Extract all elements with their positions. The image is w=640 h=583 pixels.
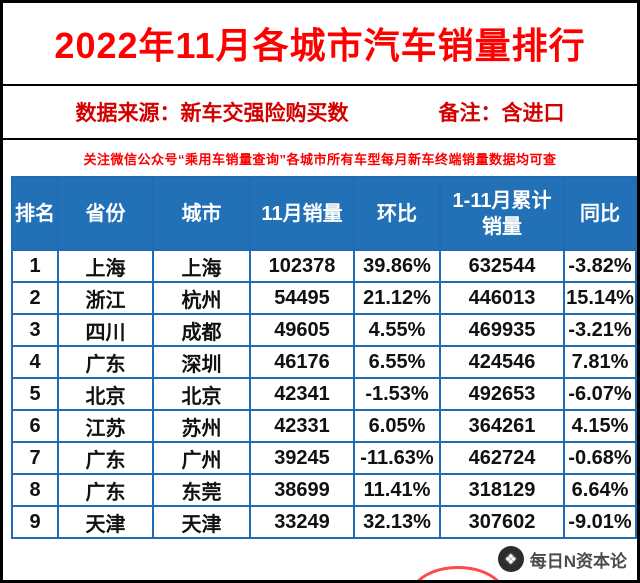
table-cell: 46176 xyxy=(249,345,355,380)
column-header-3: 11月销量 xyxy=(249,176,355,252)
table-cell: 307602 xyxy=(439,505,565,540)
column-header-2: 城市 xyxy=(152,176,251,252)
table-cell: 39245 xyxy=(249,441,355,476)
table-cell: 632544 xyxy=(439,249,565,284)
table-cell: 3 xyxy=(11,313,59,348)
column-header-5: 1-11月累计销量 xyxy=(439,176,565,252)
table-cell: 7 xyxy=(11,441,59,476)
subtitle-row: 数据来源：新车交强险购买数 备注：含进口 xyxy=(3,86,637,141)
table-cell: 9 xyxy=(11,505,59,540)
table-cell: 446013 xyxy=(439,281,565,316)
table-cell: -11.63% xyxy=(353,441,441,476)
table-cell: 469935 xyxy=(439,313,565,348)
note-label: 备注：含进口 xyxy=(438,102,565,126)
title-section: 2022年11月各城市汽车销量排行 xyxy=(3,3,637,87)
column-header-6: 同比 xyxy=(563,176,637,252)
city-sales-table: 排名 省份 城市 11月销量 环比 1-11月累计销量 同比 1 上海 上海 102378 39.8… xyxy=(11,176,637,540)
column-header-1: 省份 xyxy=(57,176,154,252)
table-cell: 苏州 xyxy=(152,409,251,444)
table-cell: -1.53% xyxy=(353,377,441,412)
table-cell: 42331 xyxy=(249,409,355,444)
table-row: 9 天津 天津 33249 32.13% 307602 -9.01% xyxy=(11,505,637,540)
table-cell: 成都 xyxy=(152,313,251,348)
table-cell: 广东 xyxy=(57,473,154,508)
red-stamp xyxy=(411,566,505,580)
table-cell: 6.05% xyxy=(353,409,441,444)
table-cell: -6.07% xyxy=(563,377,637,412)
table-cell: 462724 xyxy=(439,441,565,476)
table-cell: 江苏 xyxy=(57,409,154,444)
column-header-0: 排名 xyxy=(11,176,59,252)
watermark-label: 每日N资本论 xyxy=(529,551,627,571)
table-cell: 8 xyxy=(11,473,59,508)
table-row: 7 广东 广州 39245 -11.63% 462724 -0.68% xyxy=(11,441,637,476)
table-cell: 42341 xyxy=(249,377,355,412)
table-cell: 北京 xyxy=(57,377,154,412)
table-cell: 318129 xyxy=(439,473,565,508)
table-cell: 1 xyxy=(11,249,59,284)
table-row: 3 四川 成都 49605 4.55% 469935 -3.21% xyxy=(11,313,637,348)
table-body: 1 上海 上海 102378 39.86% 632544 -3.82% 2 浙江 杭州 54495 2… xyxy=(11,249,637,540)
table-cell: 11.41% xyxy=(353,473,441,508)
table-cell: 浙江 xyxy=(57,281,154,316)
table-cell: 4.55% xyxy=(353,313,441,348)
table-cell: -3.21% xyxy=(563,313,637,348)
table-cell: 广东 xyxy=(57,441,154,476)
table-cell: 492653 xyxy=(439,377,565,412)
wechat-notice: 关注微信公众号“乘用车销量查询”各城市所有车型每月新车终端销量数据均可查 xyxy=(83,152,557,168)
table-cell: 102378 xyxy=(249,249,355,284)
table-cell: -9.01% xyxy=(563,505,637,540)
table-cell: 4 xyxy=(11,345,59,380)
table-row: 2 浙江 杭州 54495 21.12% 446013 15.14% xyxy=(11,281,637,316)
table-head: 排名 省份 城市 11月销量 环比 1-11月累计销量 同比 xyxy=(11,176,637,252)
table-row: 4 广东 深圳 46176 6.55% 424546 7.81% xyxy=(11,345,637,380)
table-cell: -3.82% xyxy=(563,249,637,284)
table-cell: 15.14% xyxy=(563,281,637,316)
table-cell: 上海 xyxy=(152,249,251,284)
table-cell: 6.64% xyxy=(563,473,637,508)
table-cell: 北京 xyxy=(152,377,251,412)
table-row: 1 上海 上海 102378 39.86% 632544 -3.82% xyxy=(11,249,637,284)
table-cell: 49605 xyxy=(249,313,355,348)
table-cell: 4.15% xyxy=(563,409,637,444)
table-cell: 39.86% xyxy=(353,249,441,284)
table-cell: 33249 xyxy=(249,505,355,540)
table-cell: 7.81% xyxy=(563,345,637,380)
column-header-4: 环比 xyxy=(353,176,441,252)
table-cell: 32.13% xyxy=(353,505,441,540)
table-cell: 上海 xyxy=(57,249,154,284)
table-cell: 21.12% xyxy=(353,281,441,316)
table-cell: 6 xyxy=(11,409,59,444)
table-cell: 天津 xyxy=(152,505,251,540)
data-source-label: 数据来源：新车交强险购买数 xyxy=(75,102,349,126)
table-cell: 54495 xyxy=(249,281,355,316)
table-cell: -0.68% xyxy=(563,441,637,476)
table-cell: 424546 xyxy=(439,345,565,380)
table-cell: 深圳 xyxy=(152,345,251,380)
table-row: 5 北京 北京 42341 -1.53% 492653 -6.07% xyxy=(11,377,637,412)
table-cell: 东莞 xyxy=(152,473,251,508)
page-title: 2022年11月各城市汽车销量排行 xyxy=(54,25,586,66)
table-cell: 广东 xyxy=(57,345,154,380)
table-cell: 2 xyxy=(11,281,59,316)
watermark: ❖ 每日N资本论 xyxy=(497,546,627,572)
watermark-logo-icon: ❖ xyxy=(497,546,524,572)
table-cell: 杭州 xyxy=(152,281,251,316)
table-cell: 364261 xyxy=(439,409,565,444)
table-cell: 天津 xyxy=(57,505,154,540)
table-cell: 广州 xyxy=(152,441,251,476)
table-cell: 38699 xyxy=(249,473,355,508)
table-cell: 6.55% xyxy=(353,345,441,380)
table-cell: 5 xyxy=(11,377,59,412)
table-row: 8 广东 东莞 38699 11.41% 318129 6.64% xyxy=(11,473,637,508)
table-header-row: 排名 省份 城市 11月销量 环比 1-11月累计销量 同比 xyxy=(11,176,637,252)
table-row: 6 江苏 苏州 42331 6.05% 364261 4.15% xyxy=(11,409,637,444)
table-cell: 四川 xyxy=(57,313,154,348)
